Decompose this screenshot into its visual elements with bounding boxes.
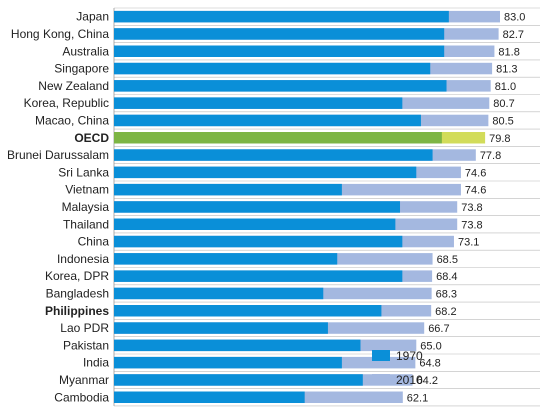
legend-label-2010: 2010 (396, 373, 423, 387)
bar-1970 (114, 270, 403, 282)
value-label: 68.2 (435, 306, 456, 318)
category-labels: Japan Hong Kong, China Australia Singapore N… (7, 10, 109, 405)
bar-1970 (114, 166, 417, 179)
category-label: Lao PDR (60, 321, 109, 335)
value-labels: 83.0 82.7 81.8 81.3 81.0 80.7 80.5 79.8 77.8 74.6… (407, 12, 526, 405)
value-label: 81.8 (498, 46, 519, 58)
legend-label-1970: 1970 (396, 349, 423, 363)
category-label: Sri Lanka (58, 165, 109, 179)
category-label: China (78, 235, 110, 249)
bar-1970 (114, 97, 403, 109)
value-label: 73.1 (458, 237, 479, 249)
bars (114, 10, 500, 403)
bar-1970 (114, 339, 361, 352)
category-label: Pakistan (63, 338, 109, 352)
value-label: 74.6 (465, 167, 486, 179)
bar-1970 (114, 356, 342, 369)
value-label: 80.7 (493, 98, 514, 110)
value-label: 73.8 (461, 202, 482, 214)
category-label: Malaysia (62, 200, 110, 214)
category-label: Japan (76, 10, 109, 24)
bar-1970 (114, 322, 328, 334)
bar-1970 (114, 80, 447, 92)
value-label: 68.4 (436, 271, 457, 283)
category-label: New Zealand (38, 79, 109, 93)
category-label: Philippines (45, 304, 109, 318)
category-label: Thailand (63, 217, 109, 231)
category-label: Korea, DPR (45, 269, 109, 283)
category-label: Macao, China (35, 113, 109, 127)
category-label: Hong Kong, China (11, 27, 109, 41)
value-label: 68.5 (437, 254, 458, 266)
value-label: 65.0 (420, 340, 441, 352)
bar-1970 (114, 287, 324, 300)
value-label: 64.2 (417, 375, 438, 387)
value-label: 83.0 (504, 12, 525, 24)
category-label: Singapore (54, 62, 109, 76)
category-label: Myanmar (59, 373, 109, 387)
category-label: Brunei Darussalam (7, 148, 109, 162)
legend: 1970 2010 (372, 349, 423, 387)
legend-swatch-1970 (372, 350, 390, 361)
category-label: Cambodia (54, 390, 109, 404)
category-label: India (83, 356, 109, 370)
value-label: 68.3 (436, 288, 457, 300)
bar-1970 (114, 218, 396, 230)
bar-1970 (114, 45, 445, 57)
bar-1970 (114, 62, 431, 75)
bar-1970 (114, 201, 401, 213)
bar-1970 (114, 10, 449, 23)
bar-1970 (114, 253, 338, 265)
value-label: 81.3 (496, 64, 517, 76)
legend-swatch-2010 (372, 374, 390, 385)
category-label: Korea, Republic (24, 96, 109, 110)
category-label: Indonesia (57, 252, 109, 266)
value-label: 62.1 (407, 392, 428, 404)
bar-1970 (114, 132, 442, 144)
value-label: 81.0 (495, 81, 516, 93)
value-label: 77.8 (480, 150, 501, 162)
category-label: Bangladesh (46, 286, 109, 300)
category-label: OECD (74, 131, 109, 145)
bar-1970 (114, 305, 382, 317)
category-label: Australia (62, 44, 109, 58)
value-label: 74.6 (465, 185, 486, 197)
value-label: 79.8 (489, 133, 510, 145)
bar-1970 (114, 235, 403, 248)
value-label: 64.8 (419, 358, 440, 370)
bar-1970 (114, 28, 445, 40)
bar-1970 (114, 374, 363, 386)
value-label: 66.7 (428, 323, 449, 335)
bar-1970 (114, 391, 305, 403)
bar-1970 (114, 114, 421, 127)
value-label: 73.8 (461, 219, 482, 231)
bar-1970 (114, 149, 433, 161)
bar-1970 (114, 183, 342, 196)
value-label: 82.7 (503, 29, 524, 41)
category-label: Vietnam (65, 183, 109, 197)
value-label: 80.5 (492, 115, 513, 127)
